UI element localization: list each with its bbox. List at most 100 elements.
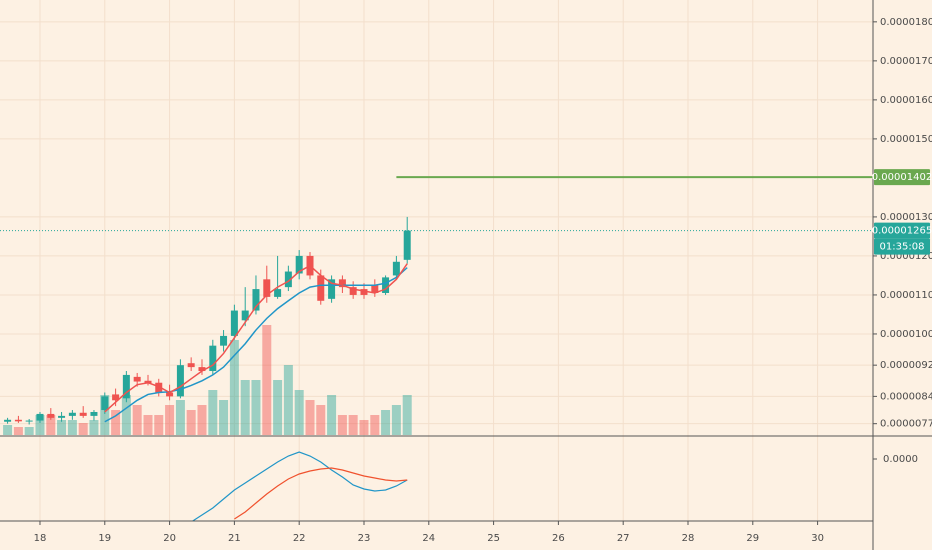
volume-bar	[67, 420, 77, 435]
volume-bar	[337, 415, 347, 435]
candle-body	[295, 255, 303, 274]
candle-body	[263, 279, 271, 297]
candle-body	[47, 413, 55, 418]
x-tick-label: 19	[98, 533, 111, 544]
volume-bar	[89, 420, 99, 435]
volume-bar	[348, 415, 358, 435]
countdown-label: 01:35:08	[880, 242, 925, 253]
volume-bar	[3, 425, 13, 435]
volume-bar	[13, 427, 23, 435]
volume-bar	[240, 380, 250, 435]
macd-line	[191, 451, 408, 521]
volume-bar	[35, 415, 45, 435]
last-price-label-box	[874, 222, 930, 239]
candle-body	[14, 419, 22, 422]
volume-bar	[381, 410, 391, 435]
x-tick-label: 26	[552, 533, 565, 544]
candle-body	[166, 392, 174, 397]
volume-bar	[283, 365, 293, 435]
candle-body	[4, 419, 12, 422]
volume-bar	[251, 380, 261, 435]
candle-body	[349, 287, 357, 295]
candle-body	[328, 279, 336, 299]
candle-body	[338, 279, 346, 288]
x-tick-label: 23	[358, 533, 371, 544]
volume-bar	[24, 427, 34, 435]
x-tick-label: 22	[293, 533, 306, 544]
candle-body	[241, 310, 249, 321]
volume-bar	[78, 423, 88, 435]
candle-body	[101, 396, 109, 411]
candle-body	[209, 345, 217, 372]
macd-line	[234, 467, 408, 520]
volume-bar	[154, 415, 164, 435]
candle-body	[230, 310, 238, 336]
volume-bar	[46, 415, 56, 435]
x-tick-label: 27	[617, 533, 630, 544]
x-tick-label: 21	[228, 533, 241, 544]
volume-bar	[175, 400, 185, 435]
candle-body	[392, 261, 400, 276]
candle-body	[220, 335, 228, 346]
volume-bar	[316, 405, 326, 435]
y-tick-label: 0.00000770	[880, 419, 932, 430]
candle-body	[79, 412, 87, 416]
volume-bar	[219, 400, 229, 435]
volume-bar	[197, 405, 207, 435]
volume-bar	[57, 420, 67, 435]
candle-body	[68, 412, 76, 416]
volume-bar	[273, 380, 283, 435]
candle-body	[371, 285, 379, 293]
volume-bar	[121, 395, 131, 435]
candle-body	[122, 374, 130, 399]
candle-body	[252, 289, 260, 311]
x-tick-label: 20	[163, 533, 176, 544]
volume-bar	[262, 325, 272, 435]
hline-label-box	[874, 169, 930, 186]
candle-body	[25, 420, 33, 422]
x-tick-label: 29	[746, 533, 759, 544]
volume-bar	[294, 390, 304, 435]
candle-body	[360, 289, 368, 295]
candle-body	[133, 376, 141, 382]
candle-body	[317, 275, 325, 301]
candle-body	[90, 411, 98, 416]
volume-bar	[100, 395, 110, 435]
countdown-label-box	[874, 238, 930, 255]
volume-bar	[391, 405, 401, 435]
volume-bar	[111, 410, 121, 435]
last-price-label: 0.00001265	[872, 226, 932, 237]
candle-body	[403, 230, 411, 260]
candle-body	[176, 365, 184, 397]
candle-body	[112, 394, 120, 401]
hline-label: 0.00001402	[872, 172, 932, 183]
volume-bar	[229, 340, 239, 435]
candle-body	[187, 363, 195, 368]
candle-body	[36, 413, 44, 421]
candle-body	[382, 277, 390, 293]
candle-body	[274, 289, 282, 297]
ma-slow	[104, 267, 408, 423]
candle-body	[284, 271, 292, 288]
x-tick-label: 25	[487, 533, 500, 544]
candle-body	[155, 382, 163, 393]
candle-body	[198, 367, 206, 372]
volume-bar	[165, 405, 175, 435]
volume-bar	[402, 395, 412, 435]
macd-y-tick-label: 0.0000	[883, 454, 918, 465]
x-tick-label: 30	[811, 533, 824, 544]
volume-bar	[143, 415, 153, 435]
x-tick-label: 18	[34, 533, 47, 544]
volume-bar	[186, 410, 196, 435]
